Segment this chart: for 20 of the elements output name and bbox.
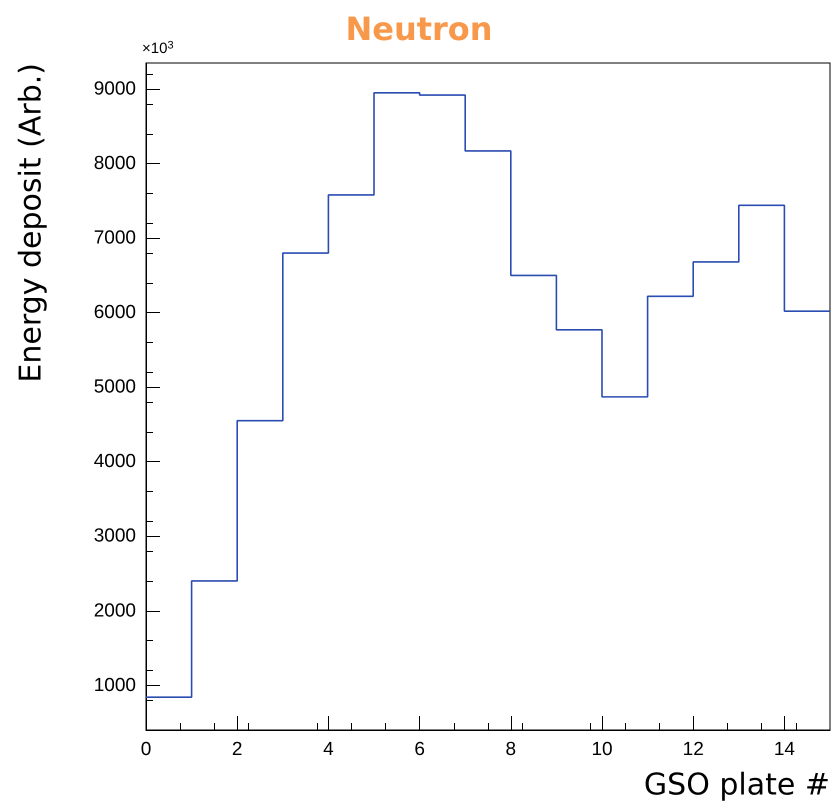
x-axis-title: GSO plate #	[644, 768, 830, 802]
y-tick-label: 1000	[94, 674, 136, 696]
y-tick-label: 9000	[94, 78, 136, 100]
x-tick-label: 4	[323, 739, 334, 760]
x-tick-label: 6	[414, 739, 425, 760]
y-tick-label: 4000	[94, 451, 136, 472]
y-tick-label: 8000	[94, 153, 136, 174]
x-tick-label: 8	[506, 739, 516, 760]
y-tick-label: 5000	[94, 376, 136, 398]
y-axis-title: Energy deposit (Arb.)	[14, 63, 48, 383]
y-tick-label: 6000	[94, 302, 136, 324]
y-tick-label: 3000	[94, 526, 136, 547]
y-tick-label: 2000	[94, 600, 136, 622]
x-tick-label: 12	[682, 739, 704, 760]
x-tick-label: 0	[140, 739, 152, 760]
chart-title: Neutron	[345, 10, 493, 48]
x-tick-label: 14	[774, 739, 796, 760]
x-tick-label: 10	[591, 739, 613, 760]
y-tick-label: 7000	[94, 228, 136, 249]
x-tick-label: 2	[232, 739, 242, 760]
